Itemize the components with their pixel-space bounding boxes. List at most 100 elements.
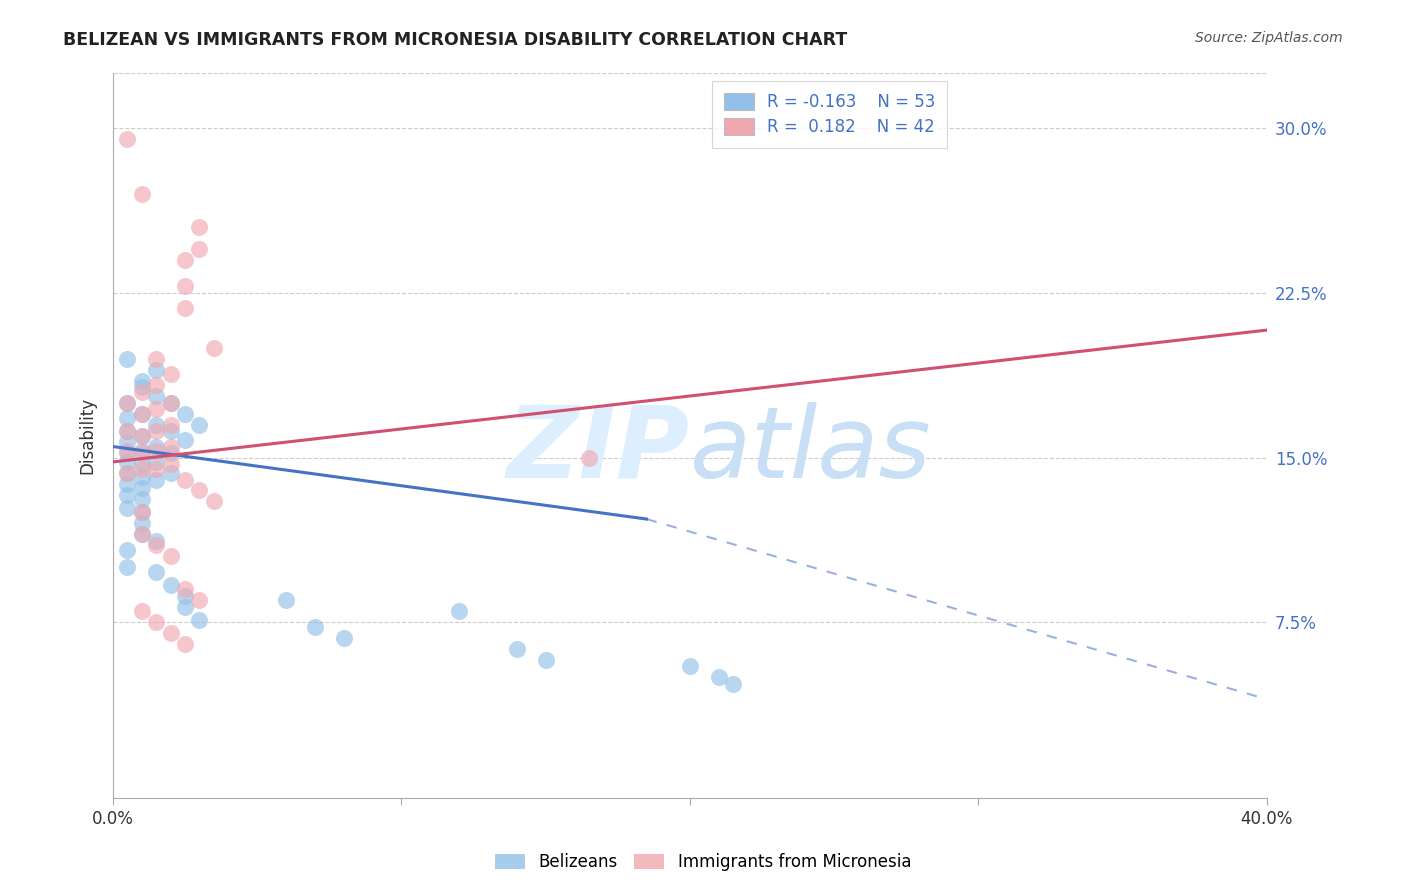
- Point: [145, 461, 167, 475]
- Point: [274, 593, 297, 607]
- Point: [131, 407, 153, 421]
- Point: [131, 527, 153, 541]
- Point: [117, 560, 139, 574]
- Point: [159, 549, 181, 564]
- Point: [131, 516, 153, 531]
- Point: [117, 351, 139, 366]
- Point: [117, 466, 139, 480]
- Point: [159, 440, 181, 454]
- Point: [117, 132, 139, 146]
- Point: [131, 444, 153, 458]
- Text: Source: ZipAtlas.com: Source: ZipAtlas.com: [1195, 31, 1343, 45]
- Legend: Belizeans, Immigrants from Micronesia: Belizeans, Immigrants from Micronesia: [486, 845, 920, 880]
- Point: [145, 538, 167, 552]
- Point: [159, 578, 181, 592]
- Point: [145, 378, 167, 392]
- Point: [117, 444, 139, 458]
- Point: [117, 466, 139, 480]
- Point: [174, 582, 197, 597]
- Point: [159, 395, 181, 409]
- Point: [159, 424, 181, 438]
- Point: [117, 424, 139, 438]
- Point: [145, 565, 167, 579]
- Point: [159, 626, 181, 640]
- Point: [449, 604, 471, 618]
- Point: [188, 242, 211, 256]
- Text: BELIZEAN VS IMMIGRANTS FROM MICRONESIA DISABILITY CORRELATION CHART: BELIZEAN VS IMMIGRANTS FROM MICRONESIA D…: [63, 31, 848, 49]
- Point: [131, 446, 153, 460]
- Point: [202, 341, 225, 355]
- Point: [131, 428, 153, 442]
- Point: [131, 527, 153, 541]
- Point: [117, 455, 139, 469]
- Point: [174, 433, 197, 447]
- Point: [145, 389, 167, 403]
- Point: [188, 417, 211, 432]
- Point: [332, 631, 354, 645]
- Point: [145, 417, 167, 432]
- Point: [174, 407, 197, 421]
- Point: [578, 450, 600, 465]
- Point: [304, 620, 326, 634]
- Y-axis label: Disability: Disability: [79, 397, 96, 475]
- Point: [131, 428, 153, 442]
- Point: [188, 219, 211, 234]
- Point: [117, 488, 139, 502]
- Point: [145, 534, 167, 549]
- Point: [145, 444, 167, 458]
- Point: [174, 473, 197, 487]
- Point: [188, 613, 211, 627]
- Point: [707, 670, 730, 684]
- Point: [159, 417, 181, 432]
- Point: [506, 641, 529, 656]
- Point: [174, 589, 197, 603]
- Point: [145, 351, 167, 366]
- Point: [202, 494, 225, 508]
- Point: [131, 380, 153, 394]
- Point: [117, 411, 139, 425]
- Point: [159, 395, 181, 409]
- Point: [159, 457, 181, 471]
- Point: [131, 407, 153, 421]
- Point: [117, 446, 139, 460]
- Point: [117, 424, 139, 438]
- Point: [117, 542, 139, 557]
- Point: [131, 492, 153, 507]
- Point: [679, 659, 702, 673]
- Text: ZIP: ZIP: [506, 401, 690, 499]
- Point: [145, 424, 167, 438]
- Point: [145, 362, 167, 376]
- Point: [174, 637, 197, 651]
- Point: [534, 653, 557, 667]
- Point: [131, 374, 153, 388]
- Point: [188, 483, 211, 498]
- Point: [117, 395, 139, 409]
- Point: [145, 440, 167, 454]
- Point: [131, 481, 153, 495]
- Point: [145, 402, 167, 417]
- Point: [131, 461, 153, 475]
- Point: [117, 435, 139, 450]
- Point: [117, 476, 139, 491]
- Point: [721, 677, 744, 691]
- Point: [145, 473, 167, 487]
- Point: [188, 593, 211, 607]
- Point: [117, 501, 139, 516]
- Point: [131, 604, 153, 618]
- Legend: R = -0.163    N = 53, R =  0.182    N = 42: R = -0.163 N = 53, R = 0.182 N = 42: [711, 81, 946, 148]
- Point: [131, 470, 153, 484]
- Point: [174, 301, 197, 315]
- Point: [174, 599, 197, 614]
- Point: [159, 367, 181, 381]
- Text: atlas: atlas: [690, 401, 932, 499]
- Point: [145, 615, 167, 630]
- Point: [131, 506, 153, 520]
- Point: [159, 446, 181, 460]
- Point: [174, 279, 197, 293]
- Point: [159, 466, 181, 480]
- Point: [131, 506, 153, 520]
- Point: [145, 455, 167, 469]
- Point: [131, 384, 153, 399]
- Point: [131, 186, 153, 201]
- Point: [131, 457, 153, 471]
